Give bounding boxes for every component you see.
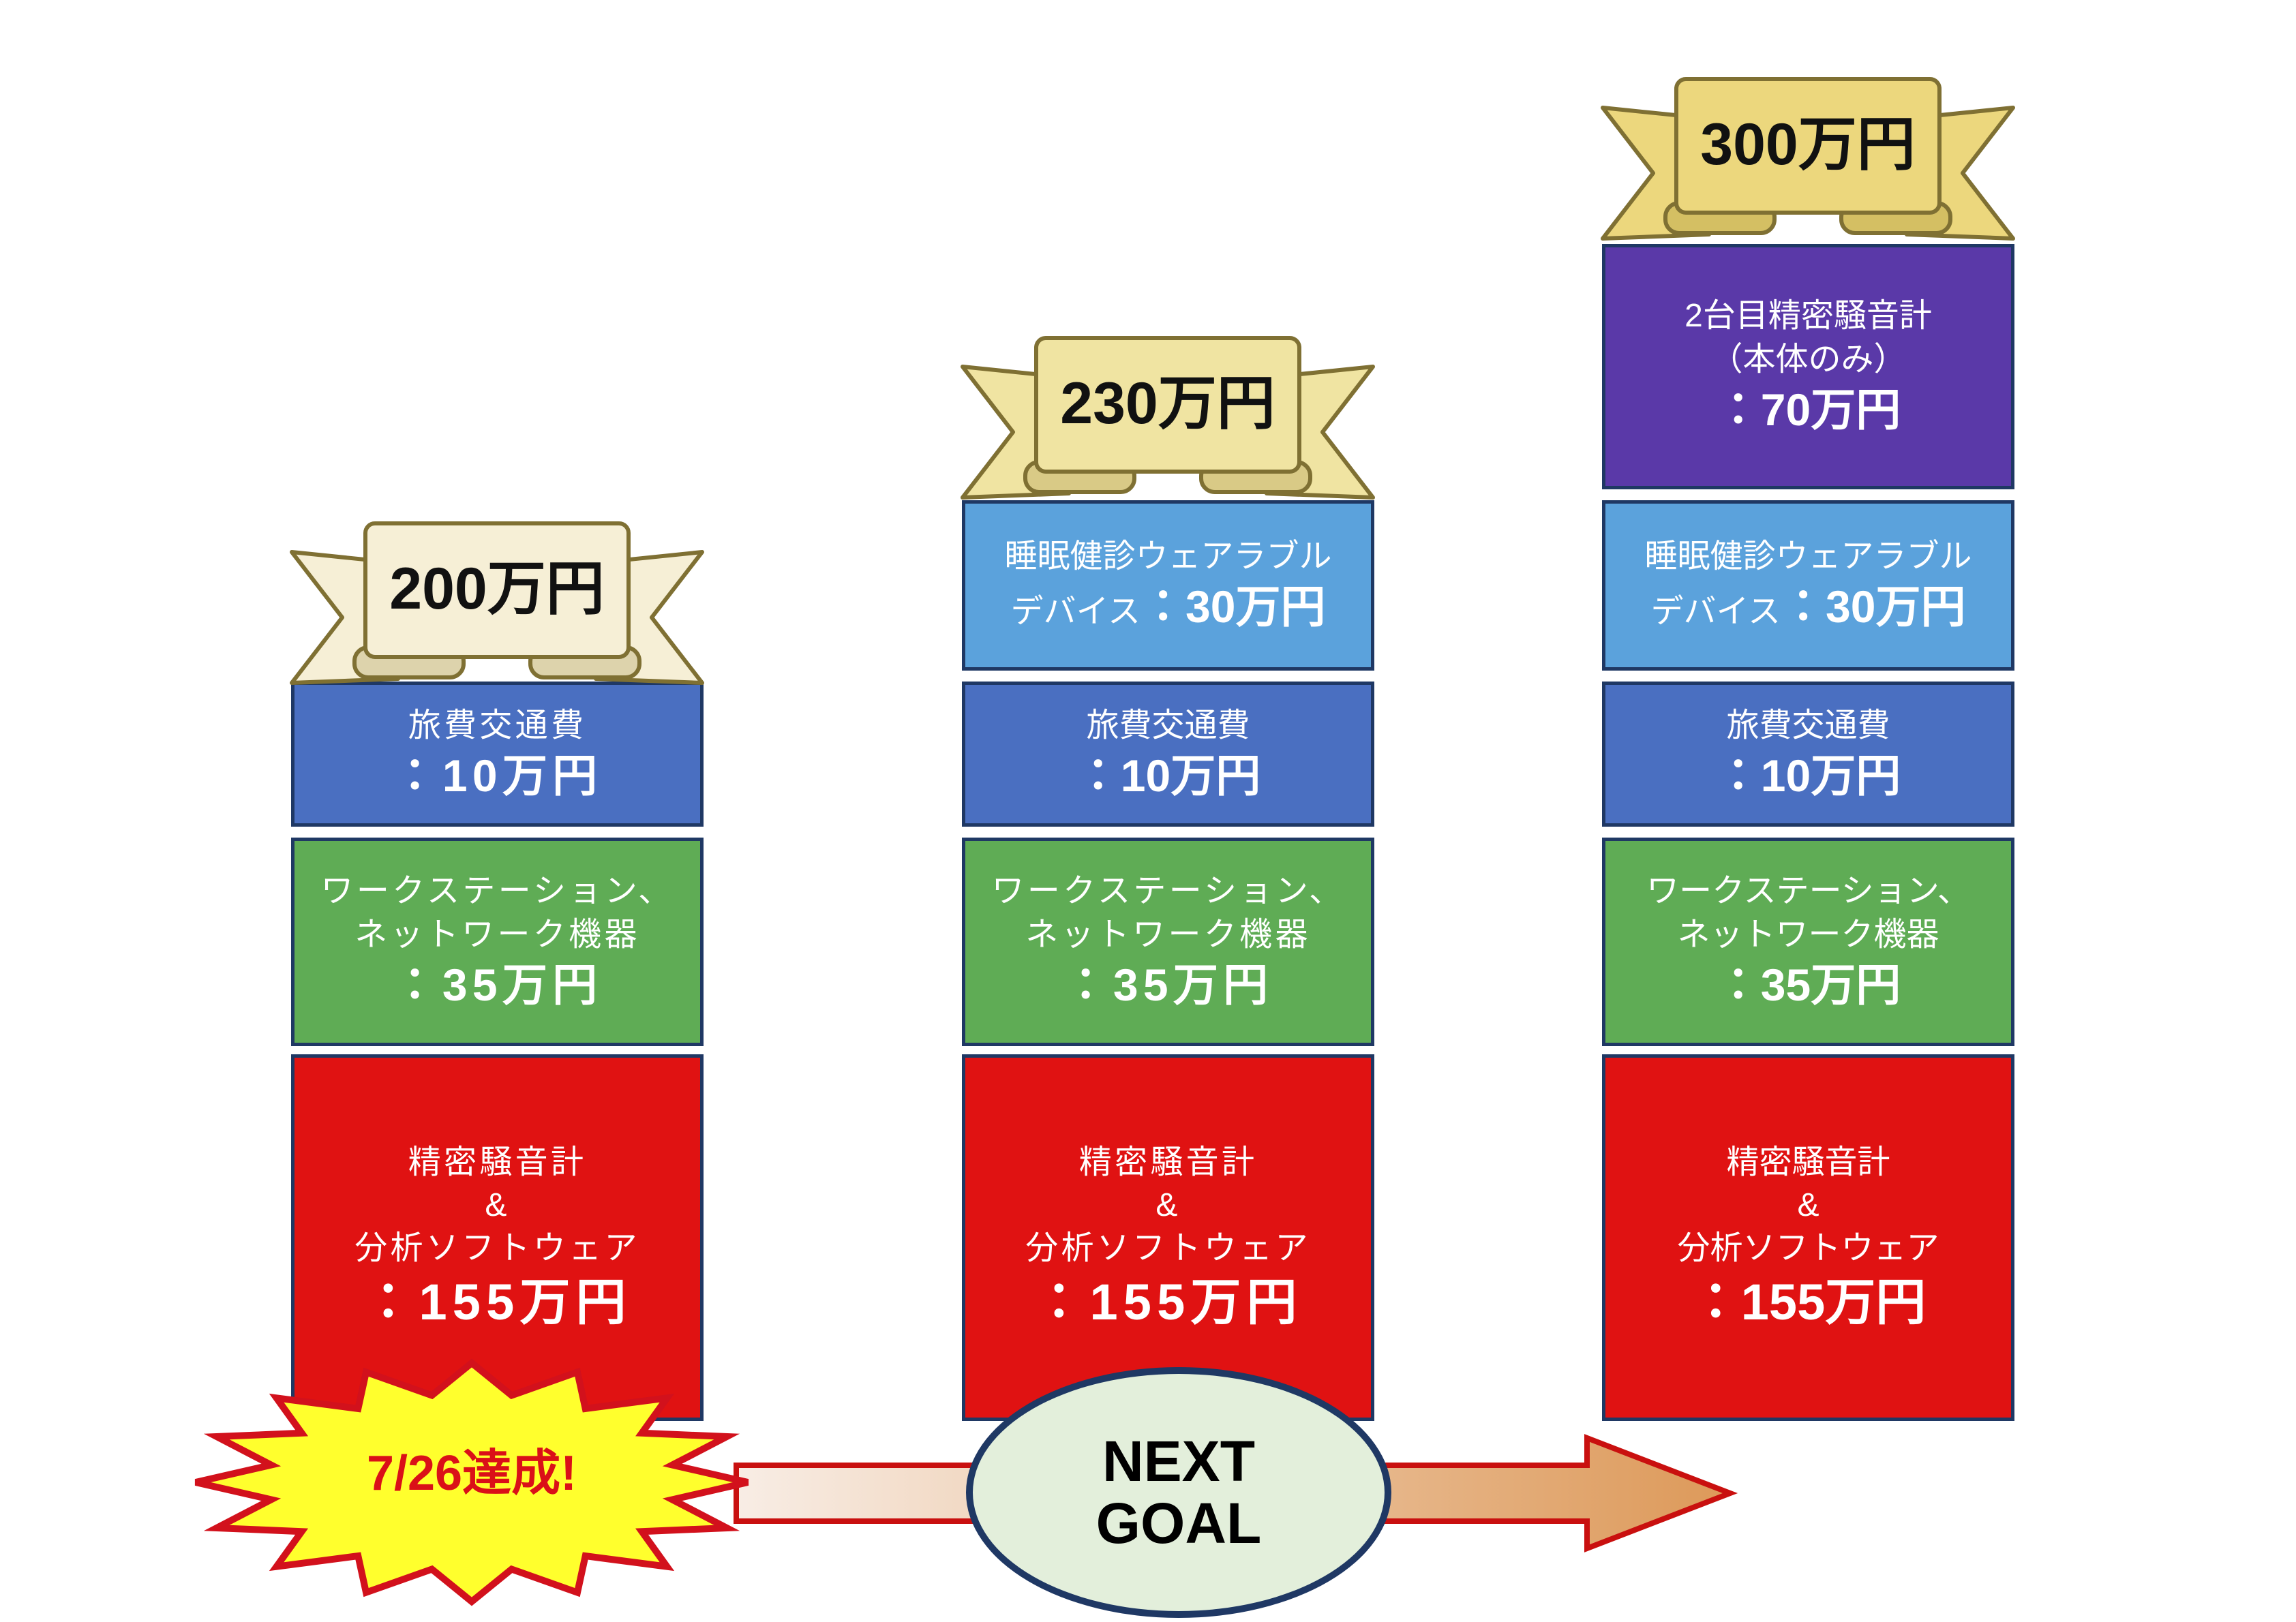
block-label: 精密騒音計: [1726, 1144, 1890, 1180]
block-label: ワークステーション、: [1646, 873, 1970, 910]
block-workstation-network: ワークステーション、 ネットワーク機器 ：35万円: [1602, 838, 2014, 1046]
goal-amount-label: 230万円: [1060, 371, 1275, 436]
block-label: デバイス: [1010, 594, 1141, 630]
block-amount: ：30万円: [1141, 581, 1326, 632]
block-amount: ：155万円: [1690, 1273, 1927, 1330]
block-label: 旅費交通費: [1086, 707, 1250, 744]
block-label: &: [485, 1187, 510, 1223]
ribbon-panel: [1674, 77, 1942, 215]
block-amount: ：155万円: [363, 1273, 632, 1330]
achievement-date-label: 7/26達成!: [367, 1446, 577, 1501]
block-noise-meter-software: 精密騒音計 & 分析ソフトウェア ：155万円: [1602, 1054, 2014, 1421]
block-workstation-network: ワークステーション、 ネットワーク機器 ：35万円: [962, 838, 1374, 1046]
block-label: 睡眠健診ウェアラブル: [1644, 538, 1972, 575]
goal-column-200: 200万円 旅費交通費 ：10万円 ワークステーション、 ネットワーク機器 ：3…: [290, 0, 704, 1622]
goal-ribbon-200: 200万円: [290, 521, 704, 685]
block-amount: ：70万円: [1715, 384, 1901, 435]
block-amount: ：30万円: [1781, 581, 1966, 632]
block-label: ワークステーション、: [991, 873, 1345, 910]
block-sleep-wearable: 睡眠健診ウェアラブル デバイス ：30万円: [962, 500, 1374, 671]
block-travel-expenses: 旅費交通費 ：10万円: [1602, 682, 2014, 827]
block-amount: ：10万円: [392, 750, 603, 801]
block-travel-expenses: 旅費交通費 ：10万円: [962, 682, 1374, 827]
block-label: 睡眠健診ウェアラブル: [1004, 538, 1332, 575]
block-label: 旅費交通費: [408, 707, 587, 744]
block-travel-expenses: 旅費交通費 ：10万円: [291, 682, 704, 827]
block-label: 分析ソフトウェア: [1677, 1230, 1939, 1267]
block-label: 2台目精密騒音計: [1685, 298, 1932, 335]
goal-amount-label: 200万円: [389, 556, 605, 622]
next-goal-line2: GOAL: [1096, 1491, 1262, 1555]
goal-column-300: 300万円 2台目精密騒音計 （本体のみ） ：70万円 睡眠健診ウェアラブル デ…: [1601, 0, 2015, 1622]
goal-ribbon-230: 230万円: [961, 336, 1375, 500]
block-workstation-network: ワークステーション、 ネットワーク機器 ：35万円: [291, 838, 704, 1046]
goal-ribbon-300: 300万円: [1601, 77, 2015, 241]
block-label: ネットワーク機器: [1025, 916, 1311, 953]
block-label: ネットワーク機器: [354, 916, 640, 953]
block-amount: ：35万円: [392, 960, 603, 1011]
block-amount: ：10万円: [1075, 750, 1261, 801]
block-label: 分析ソフトウェア: [354, 1230, 640, 1267]
goal-column-230: 230万円 睡眠健診ウェアラブル デバイス ：30万円 旅費交通費 ：10万円 …: [961, 0, 1375, 1622]
block-noise-meter-software: 精密騒音計 & 分析ソフトウェア ：155万円: [962, 1054, 1374, 1421]
ribbon-panel: [1034, 336, 1301, 474]
block-label: ネットワーク機器: [1677, 916, 1939, 953]
block-label: 分析ソフトウェア: [1025, 1230, 1311, 1267]
block-label: 旅費交通費: [1726, 707, 1890, 744]
block-label: 精密騒音計: [408, 1144, 587, 1180]
goal-amount-label: 300万円: [1700, 112, 1916, 177]
block-amount: ：35万円: [1063, 960, 1273, 1011]
block-label: デバイス: [1650, 594, 1781, 630]
starburst-shape: [194, 1358, 749, 1606]
block-amount: ：155万円: [1033, 1273, 1303, 1330]
achievement-starburst: 7/26達成!: [194, 1358, 749, 1606]
block-amount: ：35万円: [1715, 960, 1901, 1011]
block-label: （本体のみ）: [1710, 341, 1907, 378]
next-goal-badge: NEXT GOAL: [966, 1367, 1391, 1618]
block-noise-meter-software: 精密騒音計 & 分析ソフトウェア ：155万円: [291, 1054, 704, 1421]
block-label: ワークステーション、: [320, 873, 674, 910]
block-label: &: [1155, 1187, 1181, 1223]
block-label: 精密騒音計: [1078, 1144, 1258, 1180]
next-goal-line1: NEXT: [1102, 1429, 1256, 1494]
block-second-noise-meter: 2台目精密騒音計 （本体のみ） ：70万円: [1602, 244, 2014, 489]
block-amount: ：10万円: [1715, 750, 1901, 801]
block-label: &: [1797, 1187, 1819, 1223]
block-sleep-wearable: 睡眠健診ウェアラブル デバイス ：30万円: [1602, 500, 2014, 671]
ribbon-panel: [363, 521, 631, 659]
